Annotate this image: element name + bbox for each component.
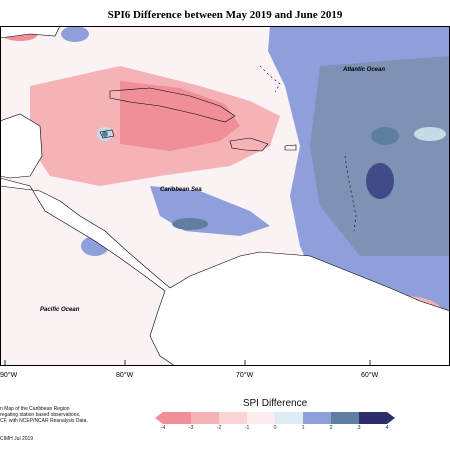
cuba-outline: [109, 87, 236, 123]
spi-region-gulf-blue: [61, 26, 89, 42]
legend-tick-label: 3: [357, 425, 361, 431]
spi-region-atlantic-steel: [310, 56, 450, 256]
mainland-landmass: [0, 177, 450, 367]
tick-label-60w: 60°W: [361, 372, 379, 379]
spi-region-jamaica-core: [102, 131, 108, 137]
legend-colorbar: [155, 412, 395, 424]
map-title: SPI6 Difference between May 2019 and Jun…: [107, 9, 343, 21]
legend-swatch: [219, 412, 247, 424]
legend-tick-label: -1: [244, 425, 250, 431]
legend-swatch: [191, 412, 219, 424]
yucatan-landmass: [0, 113, 43, 179]
spi-map: Atlantic Ocean Caribbean Sea Pacific Oce…: [0, 25, 450, 367]
legend-tick-label: 0: [273, 425, 277, 431]
legend-tick-label: 2: [329, 425, 333, 431]
credit-line: CF, with NCEP/NCAR Reanalysis Data.: [0, 418, 88, 424]
legend-title: SPI Difference: [242, 398, 308, 409]
legend-tick-label: -3: [188, 425, 194, 431]
credit-line: regating station based observations,: [0, 412, 81, 418]
atlantic-ocean-label: Atlantic Ocean: [342, 67, 385, 73]
tick-label-80w: 80°W: [116, 372, 134, 379]
legend-swatch: [247, 412, 275, 424]
legend-tick-label: 1: [301, 425, 305, 431]
spi-region-dark-core: [366, 163, 394, 199]
spi-region-caribbean-core: [172, 218, 208, 230]
legend-swatch: [275, 412, 303, 424]
legend-swatch: [359, 412, 387, 424]
legend-tick-label: -2: [216, 425, 222, 431]
legend-arrow-right: [387, 412, 395, 424]
lesser-antilles-outline: [344, 155, 357, 232]
spi-region-cuba-core: [120, 81, 240, 151]
credit-line: n Map of the Caribbean Region: [0, 406, 70, 412]
tick-label-70w: 70°W: [236, 372, 254, 379]
puerto-rico-outline: [284, 144, 297, 151]
spi-region-light-patch: [414, 127, 446, 141]
tick-label-90w: 90°W: [0, 372, 18, 379]
bahamas-outline: [259, 65, 281, 93]
legend-tick-label: -4: [160, 425, 166, 431]
legend-swatch: [163, 412, 191, 424]
legend-tick-label: 4: [385, 425, 389, 431]
jamaica-outline: [99, 129, 115, 139]
hispaniola-outline: [229, 137, 269, 152]
spi-region-steel-core: [371, 127, 399, 145]
legend-swatch: [331, 412, 359, 424]
legend-swatch: [303, 412, 331, 424]
caribbean-sea-label: Caribbean Sea: [160, 187, 202, 193]
pacific-ocean-label: Pacific Ocean: [40, 307, 80, 313]
legend-arrow-left: [155, 412, 163, 424]
map-frame: Atlantic Ocean Caribbean Sea Pacific Oce…: [0, 25, 450, 367]
copyright-text: CIMH Jul 2019: [0, 436, 34, 442]
